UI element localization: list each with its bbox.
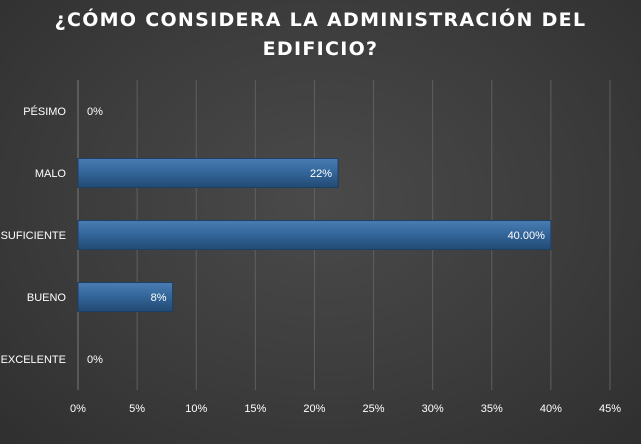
data-label: 0% bbox=[87, 354, 103, 366]
x-tick-label: 10% bbox=[185, 403, 207, 415]
data-label: 40.00% bbox=[508, 230, 546, 242]
data-label: 8% bbox=[151, 292, 167, 304]
category-label: SUFICIENTE bbox=[1, 230, 66, 242]
x-tick-label: 0% bbox=[70, 403, 86, 415]
x-tick-label: 30% bbox=[422, 403, 444, 415]
bars bbox=[77, 158, 552, 312]
x-tick-label: 15% bbox=[244, 403, 266, 415]
bar bbox=[77, 282, 174, 312]
bar bbox=[77, 158, 339, 188]
category-label: MALO bbox=[35, 168, 67, 180]
category-label: BUENO bbox=[27, 292, 67, 304]
x-tick-label: 5% bbox=[129, 403, 145, 415]
chart-title: ¿CÓMO CONSIDERA LA ADMINISTRACIÓN DEL ED… bbox=[54, 9, 587, 60]
category-label: PÉSIMO bbox=[23, 105, 66, 118]
data-labels: 0% 22% 40.00% 8% 0% bbox=[87, 106, 545, 366]
category-labels: PÉSIMO MALO SUFICIENTE BUENO EXCELENTE bbox=[1, 105, 67, 366]
data-label: 22% bbox=[310, 168, 332, 180]
x-tick-label: 35% bbox=[481, 403, 503, 415]
x-tick-label: 40% bbox=[540, 403, 562, 415]
x-tick-label: 25% bbox=[363, 403, 385, 415]
x-tick-label: 20% bbox=[303, 403, 325, 415]
bar bbox=[77, 220, 552, 250]
category-label: EXCELENTE bbox=[1, 354, 66, 366]
data-label: 0% bbox=[87, 106, 103, 118]
x-tick-label: 45% bbox=[599, 403, 621, 415]
x-tick-labels: 0% 5% 10% 15% 20% 25% 30% 35% 40% 45% bbox=[70, 403, 621, 415]
